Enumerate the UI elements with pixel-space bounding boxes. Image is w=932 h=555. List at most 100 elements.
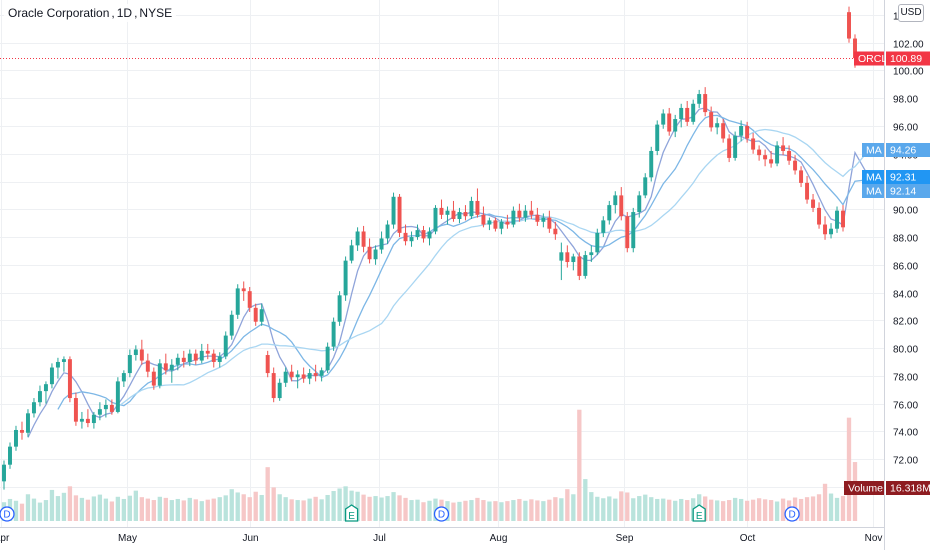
volume-bar: [517, 498, 522, 521]
volume-bar: [655, 498, 660, 521]
ma-line: [117, 128, 870, 408]
volume-bar: [451, 502, 456, 521]
candle-body: [31, 402, 36, 414]
volume-bar: [762, 499, 768, 521]
volume-bar: [673, 500, 678, 521]
candle-body: [853, 38, 857, 59]
candle-body: [721, 123, 726, 139]
candle-body: [601, 220, 606, 233]
candle-body: [451, 210, 456, 219]
exchange-label: NYSE: [139, 6, 173, 20]
candle-body: [217, 356, 222, 362]
price-tick-label: 80.00: [893, 345, 918, 356]
volume-bar: [103, 498, 109, 521]
candle-body: [307, 373, 312, 379]
time-axis[interactable]: AprMayJunJulAugSepOctNovDec: [0, 527, 932, 545]
volume-bar: [559, 498, 564, 521]
dividend-marker-icon[interactable]: D: [433, 506, 450, 522]
candle-body: [37, 391, 42, 403]
earnings-marker-icon[interactable]: E: [344, 504, 359, 522]
candle-body: [169, 364, 174, 371]
volume-bar: [607, 496, 612, 521]
time-tick-label: May: [118, 533, 137, 544]
price-tick-label: 88.00: [893, 234, 918, 245]
candle-body: [835, 210, 839, 229]
candle-body: [547, 217, 552, 229]
volume-bar: [259, 494, 264, 521]
candle-body: [85, 418, 90, 424]
candle-body: [769, 159, 774, 164]
volume-bar: [715, 500, 720, 521]
volume-bar: [457, 501, 462, 521]
candle-body: [313, 373, 318, 376]
candle-body: [631, 212, 636, 249]
candle-body: [775, 145, 780, 164]
candle-body: [841, 210, 845, 228]
candle-body: [25, 413, 30, 433]
price-axis[interactable]: 104.00102.00100.0098.0096.0094.0092.0090…: [884, 0, 932, 550]
volume-bar: [73, 495, 79, 521]
volume-label-tag: Volume: [844, 481, 884, 495]
volume-value-tag-text: 16.318M: [890, 483, 931, 495]
ma1-label-tag: MA: [862, 143, 884, 157]
candle-body: [589, 252, 594, 256]
volume-bar: [834, 497, 840, 521]
interval-label[interactable]: 1D: [116, 6, 133, 20]
candle-body: [175, 357, 180, 365]
volume-bar: [511, 500, 516, 521]
candle-body: [619, 195, 624, 217]
candle-body: [409, 237, 414, 242]
earnings-marker-icon[interactable]: E: [692, 504, 706, 522]
candle-body: [247, 291, 252, 308]
axis-tags: ORCL 100.89 MA 94.26 MA 92.31 MA 92.14 Volume 16.…: [844, 51, 931, 495]
candle-body: [649, 150, 654, 178]
candle-body: [607, 205, 612, 221]
volume-bar: [13, 500, 19, 521]
event-glyph: E: [348, 511, 355, 522]
candle-body: [421, 230, 426, 239]
volume-label-tag-text: Volume: [848, 483, 883, 495]
currency-badge[interactable]: USD: [898, 4, 924, 22]
price-tick-label: 86.00: [893, 262, 918, 273]
candle-body: [763, 155, 768, 160]
candle-body: [403, 232, 408, 242]
candle-body: [475, 200, 480, 215]
volume-bar: [487, 501, 492, 521]
volume-bar: [403, 497, 408, 521]
candle-body: [673, 119, 678, 132]
candle-body: [385, 224, 390, 239]
candle-body: [379, 238, 384, 250]
ma3-label-tag-text: MA: [866, 186, 882, 198]
candle-body: [487, 220, 492, 225]
volume-bar: [331, 491, 336, 521]
candle-body: [55, 361, 60, 368]
candle-body: [553, 228, 558, 235]
candle-body: [667, 113, 672, 132]
dividend-marker-icon[interactable]: D: [784, 506, 800, 522]
volume-bar: [181, 500, 186, 521]
volume-bar: [163, 497, 168, 521]
candle-body: [529, 210, 534, 215]
volume-value-tag: 16.318M: [886, 481, 931, 495]
volume-bar: [283, 497, 288, 521]
price-axis-bg: [884, 0, 932, 550]
volume-bar: [619, 491, 624, 521]
candle-body: [121, 373, 126, 382]
candle-body: [229, 314, 234, 336]
volume-bar: [175, 498, 180, 521]
volume-bar: [361, 494, 366, 521]
volume-bar: [523, 500, 528, 521]
volume-bar: [301, 500, 306, 521]
candle-body: [67, 359, 72, 399]
volume-bar: [529, 499, 534, 521]
volume-bar: [643, 494, 648, 521]
dividend-marker-icon[interactable]: D: [0, 506, 15, 522]
volume-bar: [601, 498, 606, 521]
volume-bar: [768, 500, 774, 521]
volume-bar: [427, 500, 432, 521]
time-tick-label: Jun: [242, 533, 258, 544]
volume-bar: [97, 494, 103, 521]
volume-bar: [91, 496, 97, 521]
